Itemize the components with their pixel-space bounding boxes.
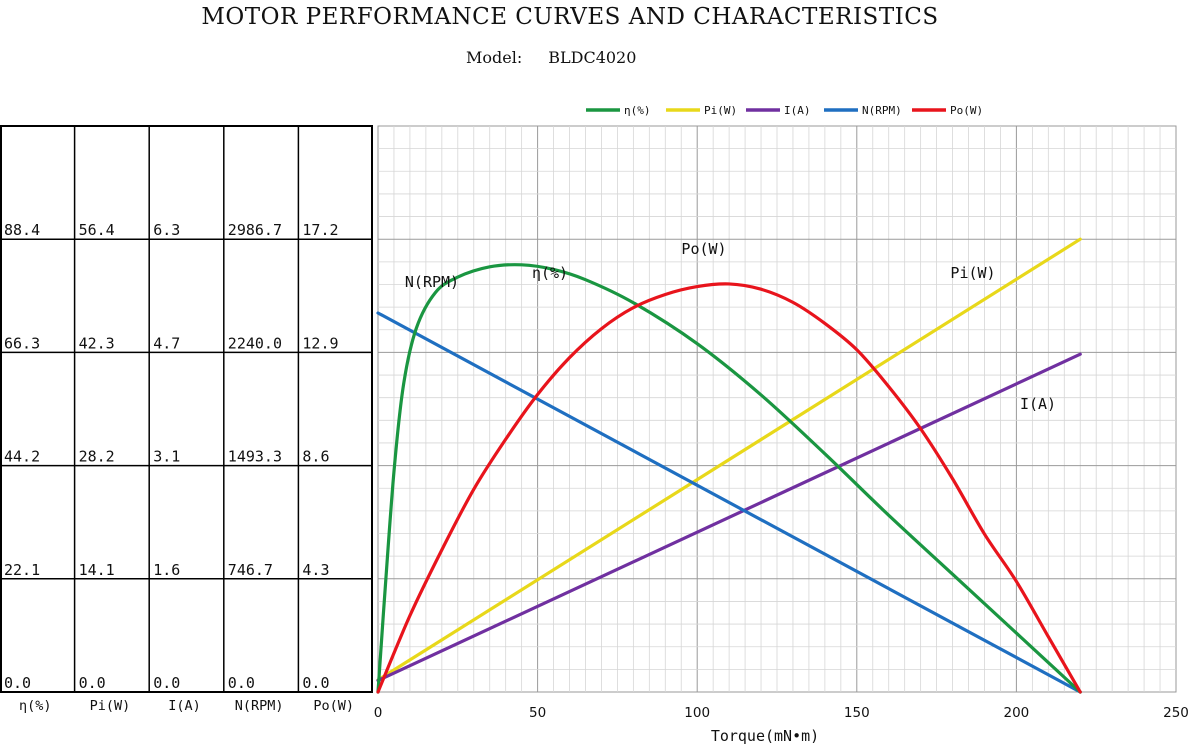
table-cell-value: 2986.7 (228, 221, 282, 239)
table-cell-value: 22.1 (4, 561, 40, 579)
legend-entry: N(RPM) (862, 104, 902, 117)
series-labels: η(%) Pi(W) I(A) N(RPM) Po(W) (405, 240, 1056, 413)
legend-entry: η(%) (624, 104, 651, 117)
table-cell-value: 56.4 (79, 221, 115, 239)
table-border (0, 125, 373, 693)
table-cell-value: 746.7 (228, 561, 273, 579)
table-column-header: I(A) (168, 698, 201, 714)
model-value: BLDC4020 (548, 48, 637, 67)
model-line: Model: BLDC4020 (466, 48, 636, 67)
table-cell-value: 0.0 (79, 674, 106, 692)
table-cell-value: 8.6 (302, 448, 329, 466)
table-cell-value: 14.1 (79, 561, 115, 579)
chart-title: MOTOR PERFORMANCE CURVES AND CHARACTERIS… (201, 4, 939, 30)
table-cell-value: 3.1 (153, 448, 180, 466)
series-label: η(%) (532, 264, 568, 282)
x-tick-label: 250 (1163, 705, 1189, 721)
table-cell-value: 88.4 (4, 221, 40, 239)
table-cell-value: 28.2 (79, 448, 115, 466)
x-tick-label: 200 (1004, 705, 1030, 721)
table-cell-value: 17.2 (302, 221, 338, 239)
table-cell-value: 44.2 (4, 448, 40, 466)
x-axis: 0 50 100 150 200 250 Torque(mN•m) (374, 705, 1189, 745)
legend: η(%) Pi(W) I(A) N(RPM) Po(W) (586, 104, 983, 117)
model-label: Model: (466, 48, 523, 67)
table-cell-value: 4.3 (302, 561, 329, 579)
table-cell-value: 12.9 (302, 334, 338, 352)
x-tick-label: 100 (684, 705, 710, 721)
table-column-header: N(RPM) (235, 698, 284, 714)
legend-entry: Pi(W) (704, 104, 737, 117)
table-cell-value: 66.3 (4, 334, 40, 352)
table-cell-value: 0.0 (228, 674, 255, 692)
table-cell-value: 6.3 (153, 221, 180, 239)
table-cell-value: 2240.0 (228, 334, 282, 352)
table-cell-value: 1.6 (153, 561, 180, 579)
x-tick-label: 0 (374, 705, 383, 721)
table-column-header: η(%) (19, 698, 52, 714)
x-tick-label: 150 (844, 705, 870, 721)
x-axis-label: Torque(mN•m) (711, 727, 819, 745)
x-tick-label: 50 (529, 705, 546, 721)
table-cell-value: 4.7 (153, 334, 180, 352)
axis-table: 88.4 56.4 6.3 2986.7 17.2 66.3 42.3 4.7 2240.0 12… (0, 125, 373, 714)
table-column-header: Po(W) (313, 698, 354, 714)
series-lines (376, 237, 1082, 694)
series-label: N(RPM) (405, 273, 459, 291)
series-label: I(A) (1020, 395, 1056, 413)
series-label: Pi(W) (950, 264, 995, 282)
legend-entry: I(A) (784, 104, 811, 117)
series-label: Po(W) (681, 240, 726, 258)
series-line (376, 311, 1082, 694)
series-line (376, 352, 1082, 683)
table-cell-value: 1493.3 (228, 448, 282, 466)
table-cell-value: 0.0 (302, 674, 329, 692)
table-column-header: Pi(W) (90, 698, 131, 714)
table-cell-value: 0.0 (153, 674, 180, 692)
legend-entry: Po(W) (950, 104, 983, 117)
series-line (376, 282, 1082, 694)
series-line (376, 237, 1082, 682)
table-cell-value: 0.0 (4, 674, 31, 692)
table-cell-value: 42.3 (79, 334, 115, 352)
series-line (376, 263, 1082, 694)
